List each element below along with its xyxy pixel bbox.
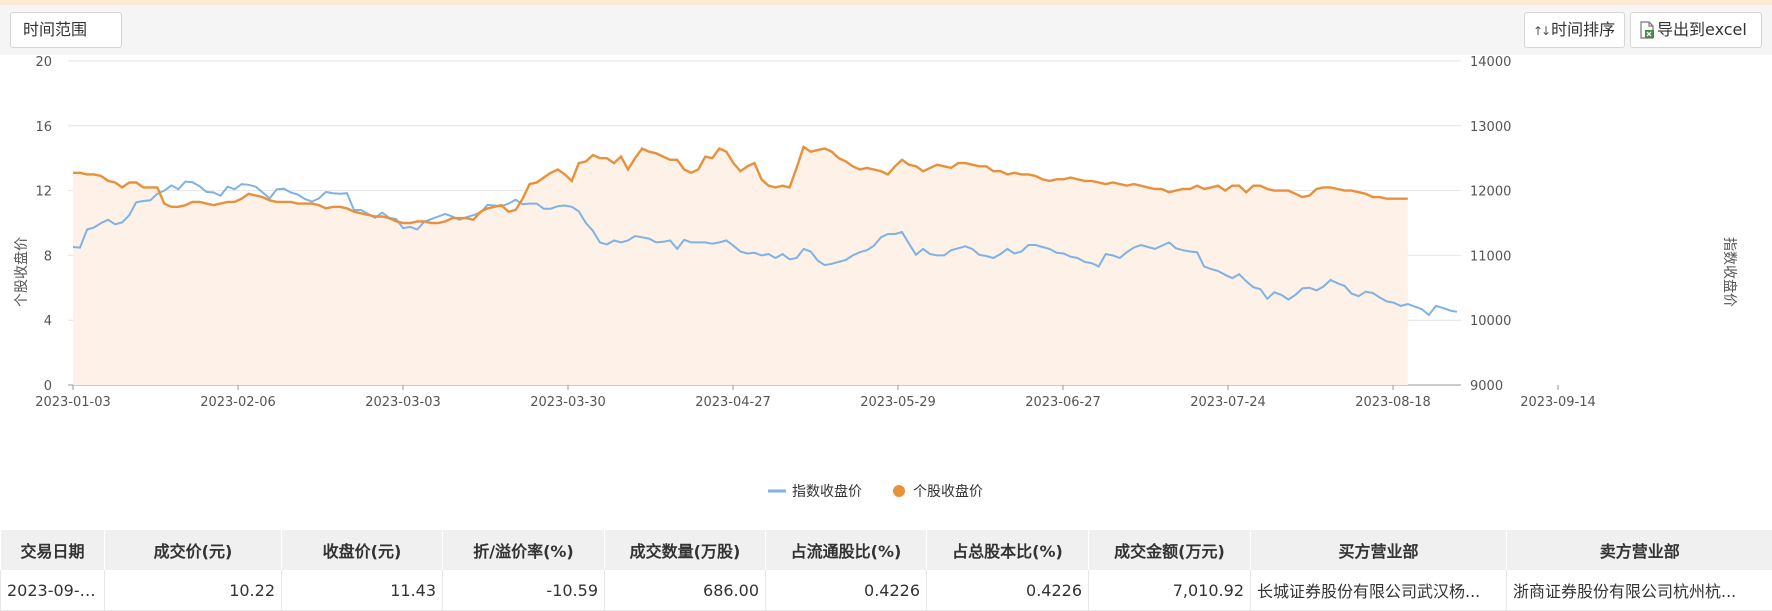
legend-stock-swatch [893,485,905,497]
column-header[interactable]: 成交价(元) [105,530,282,570]
block-trade-table: 交易日期成交价(元)收盘价(元)折/溢价率(%)成交数量(万股)占流通股比(%)… [0,530,1772,611]
x-axis-ticks: 2023-01-03 2023-02-06 2023-03-03 2023-03-30… [35,385,1596,410]
table-cell: 2023-09-27 [1,570,105,611]
export-excel-label: 导出到excel [1657,20,1747,39]
column-header[interactable]: 成交金额(万元) [1089,530,1251,570]
sort-arrows-icon: ↑↓ [1533,14,1549,48]
table-cell: 686.00 [605,570,766,611]
x-tick-label: 2023-09-14 [1520,395,1596,410]
column-header[interactable]: 折/溢价率(%) [443,530,605,570]
column-header[interactable]: 收盘价(元) [282,530,443,570]
legend-item-stock[interactable]: 个股收盘价 [893,483,983,500]
column-header[interactable]: 占流通股比(%) [766,530,927,570]
table-cell: 0.4226 [927,570,1089,611]
right-tick-label: 10000 [1470,314,1511,329]
toolbar: 时间范围 ↑↓时间排序 导出到excel [0,5,1772,55]
time-sort-button[interactable]: ↑↓时间排序 [1524,12,1625,48]
table-header-row: 交易日期成交价(元)收盘价(元)折/溢价率(%)成交数量(万股)占流通股比(%)… [1,530,1772,570]
right-axis-label: 指数收盘价 [1721,237,1738,307]
column-header[interactable]: 占总股本比(%) [927,530,1089,570]
table-cell: -10.59 [443,570,605,611]
x-tick-label: 2023-05-29 [860,395,936,410]
right-tick-label: 12000 [1470,185,1511,200]
time-range-label: 时间范围 [23,20,87,39]
left-tick-label: 4 [44,314,52,329]
left-tick-label: 8 [44,249,52,264]
left-tick-label: 0 [44,379,52,394]
column-header[interactable]: 买方营业部 [1251,530,1507,570]
x-tick-label: 2023-03-03 [365,395,441,410]
legend-stock-label: 个股收盘价 [913,483,983,500]
right-tick-label: 14000 [1470,55,1511,70]
table-cell: 0.4226 [766,570,927,611]
right-tick-label: 11000 [1470,249,1511,264]
x-tick-label: 2023-02-06 [200,395,276,410]
table-cell: 10.22 [105,570,282,611]
table-cell: 11.43 [282,570,443,611]
time-sort-label: 时间排序 [1551,20,1615,39]
x-tick-label: 2023-04-27 [695,395,771,410]
right-tick-label: 9000 [1470,379,1503,394]
column-header[interactable]: 交易日期 [1,530,105,570]
left-tick-label: 20 [35,55,52,70]
left-axis-label: 个股收盘价 [13,237,30,307]
right-tick-label: 13000 [1470,120,1511,135]
x-tick-label: 2023-07-24 [1190,395,1266,410]
x-tick-label: 2023-06-27 [1025,395,1101,410]
export-excel-button[interactable]: 导出到excel [1630,12,1762,48]
x-tick-label: 2023-08-18 [1355,395,1431,410]
left-tick-label: 12 [35,185,52,200]
table-cell: 浙商证券股份有限公司杭州杭... [1507,570,1772,611]
column-header[interactable]: 成交数量(万股) [605,530,766,570]
table-cell: 长城证券股份有限公司武汉杨... [1251,570,1507,611]
x-tick-label: 2023-03-30 [530,395,606,410]
legend: 指数收盘价 个股收盘价 [768,483,983,500]
left-axis-ticks: 0 4 8 12 16 20 [35,55,52,394]
column-header[interactable]: 卖方营业部 [1507,530,1772,570]
right-axis-ticks: 9000 10000 11000 12000 13000 14000 [1470,55,1511,394]
table-cell: 7,010.92 [1089,570,1251,611]
legend-item-index[interactable]: 指数收盘价 [768,483,862,500]
left-tick-label: 16 [35,120,52,135]
legend-index-label: 指数收盘价 [792,483,862,500]
excel-icon [1639,21,1655,39]
x-tick-label: 2023-01-03 [35,395,111,410]
time-range-button[interactable]: 时间范围 [10,12,122,48]
stock-price-area [73,147,1408,385]
